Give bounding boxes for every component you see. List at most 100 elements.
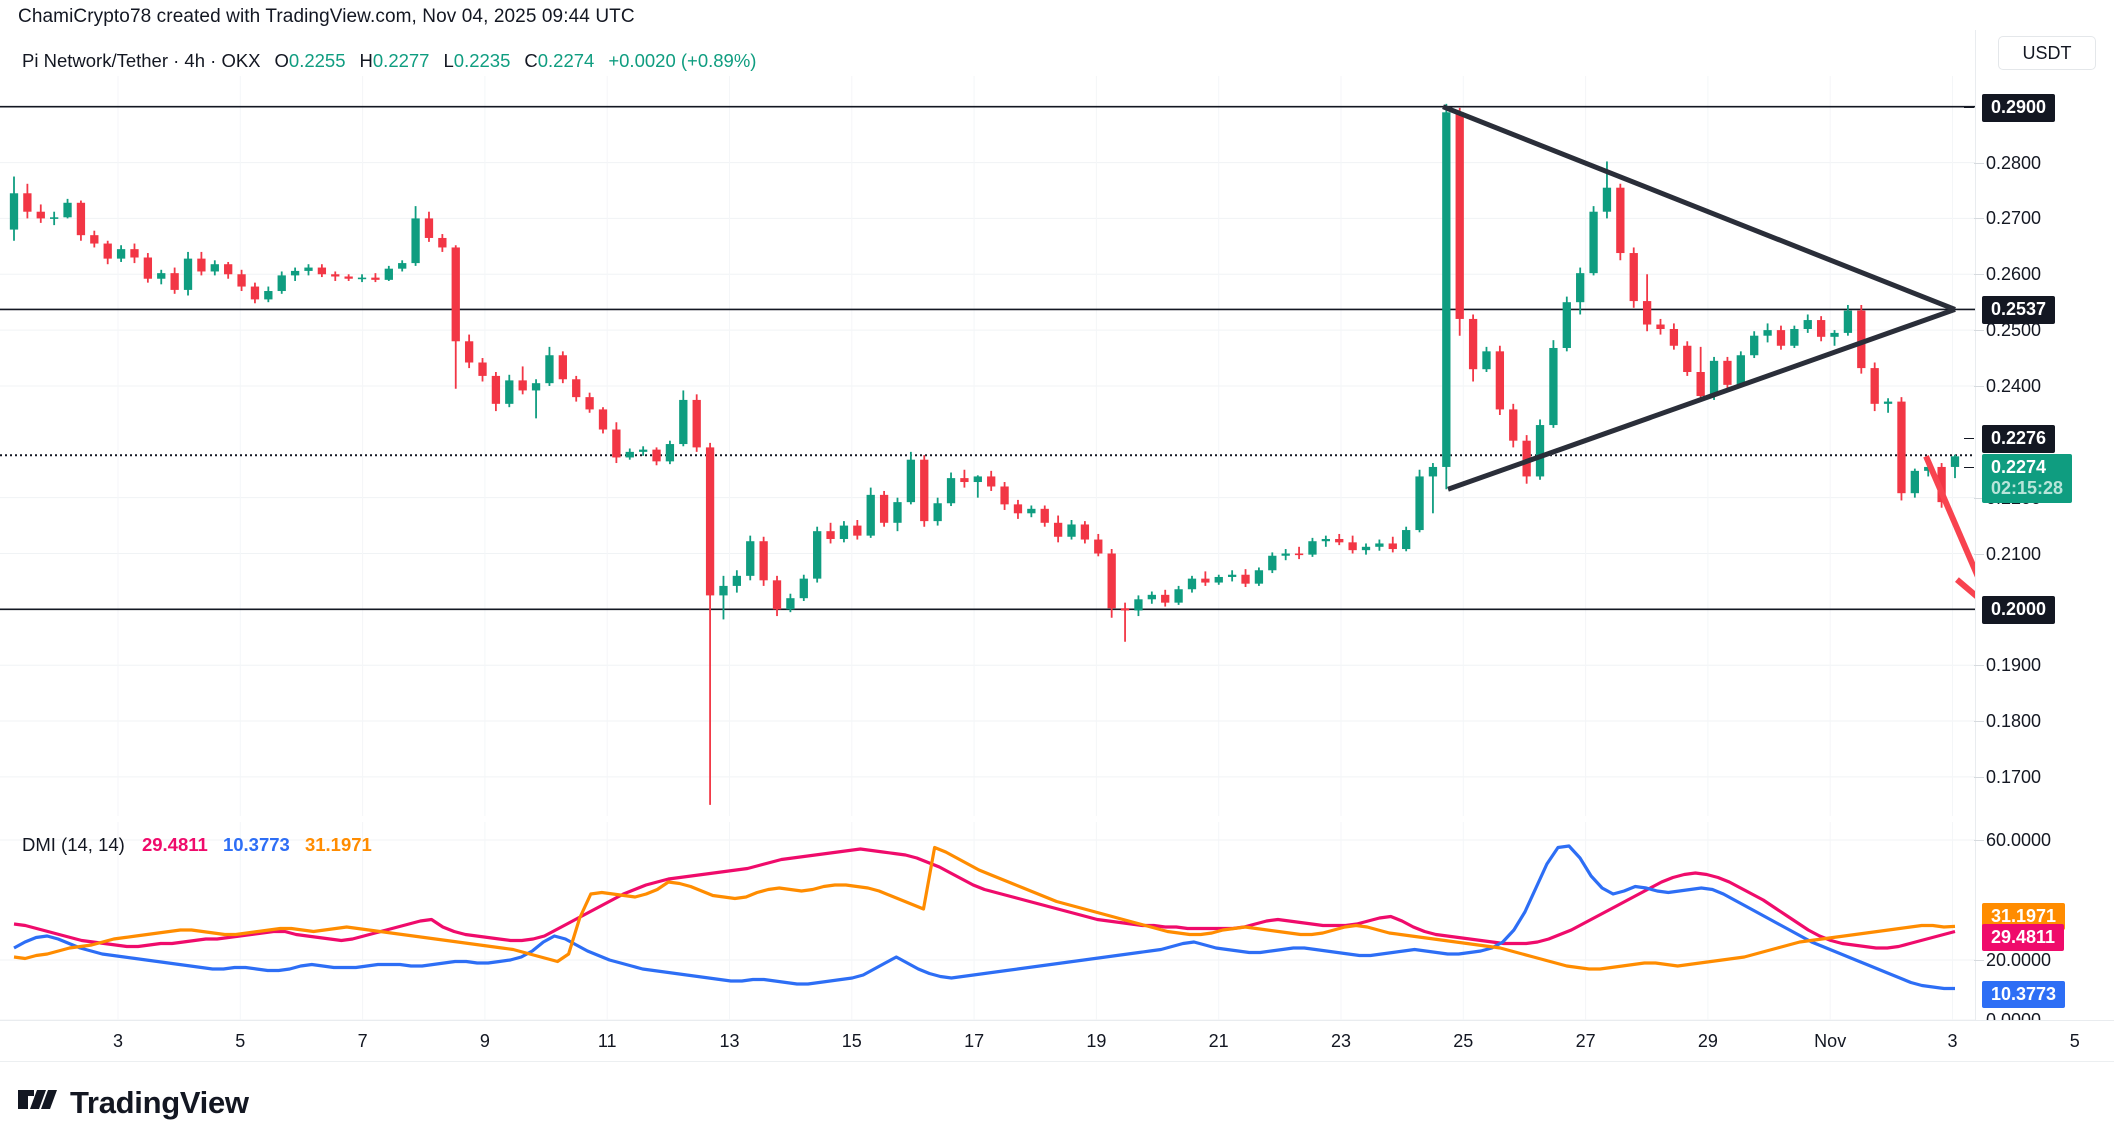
time-axis-label: 9 xyxy=(479,1031,490,1051)
dmi-adx-value: 31.1971 xyxy=(304,834,372,855)
dmi-di-minus-value: 10.3773 xyxy=(222,834,290,855)
time-axis-label: 27 xyxy=(1575,1031,1596,1051)
time-axis[interactable]: 3 5 7 9 11 13 15 17 19 21 23 25 27 29 Nov 3 5 xyxy=(0,1020,2114,1062)
currency-pill[interactable]: USDT xyxy=(1998,36,2096,70)
candle-body xyxy=(1067,524,1076,537)
axis-tick-dash xyxy=(1974,721,1984,723)
candle-body xyxy=(491,375,501,404)
time-axis-label: 11 xyxy=(597,1031,617,1051)
candle-body xyxy=(1723,360,1732,385)
candle-body xyxy=(76,202,86,236)
price-axis-tick: 0.2600 xyxy=(1974,265,2041,283)
candle-body xyxy=(237,274,246,287)
axis-tick-dash xyxy=(1974,776,1984,778)
price-axis-tick: 0.2100 xyxy=(1974,545,2041,563)
last-price-badge[interactable]: 0.2274 02:15:28 xyxy=(1982,454,2073,504)
candle-body xyxy=(679,399,688,445)
tradingview-wordmark: TradingView xyxy=(70,1085,249,1120)
candle-body xyxy=(1589,211,1598,274)
candle-body xyxy=(518,380,527,391)
candle-body xyxy=(398,263,407,269)
candle-body xyxy=(331,274,340,277)
candle-body xyxy=(130,249,139,258)
candle-body xyxy=(1254,570,1264,584)
candle-body xyxy=(973,476,982,483)
candle-body xyxy=(1428,466,1438,477)
recent-high-badge[interactable]: 0.2276 xyxy=(1982,425,2056,454)
axis-tick-dash xyxy=(1974,218,1984,220)
candle-body xyxy=(1402,530,1411,550)
candle-body xyxy=(1562,302,1571,348)
candle-body xyxy=(1000,486,1009,505)
dmi-title[interactable]: DMI (14, 14) xyxy=(22,834,125,855)
resistance-price-badge[interactable]: 0.2900 xyxy=(1982,93,2056,122)
candle-body xyxy=(103,243,112,259)
candle-body xyxy=(639,449,648,452)
candle-body xyxy=(1830,332,1839,337)
candle-body xyxy=(1843,310,1853,333)
candle-body xyxy=(1910,470,1919,494)
price-axis[interactable]: USDT 0.28000.27000.26000.25000.24000.220… xyxy=(1964,36,2114,1029)
time-axis-label: Nov xyxy=(1814,1031,1847,1051)
candle-body xyxy=(906,459,916,503)
candle-body xyxy=(1549,347,1558,426)
candle-body xyxy=(36,211,45,219)
candle-body xyxy=(1174,589,1183,603)
candle-body xyxy=(879,494,889,523)
support-price-badge[interactable]: 0.2000 xyxy=(1982,596,2056,625)
candle-body xyxy=(1308,541,1317,555)
badge-tick-dash xyxy=(1964,467,1974,469)
candle-body xyxy=(772,580,782,610)
candle-body xyxy=(960,478,969,483)
attribution-bar: ChamiCrypto78 created with TradingView.c… xyxy=(0,0,2114,34)
attribution-text: ChamiCrypto78 created with TradingView.c… xyxy=(18,6,635,27)
candle-body xyxy=(826,531,835,539)
candle-body xyxy=(1375,543,1384,547)
dmi-legend: DMI (14, 14) 29.4811 10.3773 31.1971 xyxy=(22,834,372,856)
badge-tick-dash xyxy=(1964,438,1974,440)
price-axis-tick: 0.2500 xyxy=(1974,321,2041,339)
candle-body xyxy=(50,217,59,219)
candle-body xyxy=(1040,508,1049,523)
candle-body xyxy=(933,503,942,522)
axis-tick-dash xyxy=(1974,385,1984,387)
candle-body xyxy=(304,267,313,271)
dmi-di-plus-badge[interactable]: 29.4811 xyxy=(1982,923,2065,952)
candle-body xyxy=(1790,328,1799,346)
axis-tick-dash xyxy=(1974,497,1984,499)
dmi-di-minus-badge[interactable]: 10.3773 xyxy=(1982,980,2066,1009)
candle-body xyxy=(813,531,822,579)
candle-body xyxy=(1897,401,1906,494)
dmi-axis-tick: 60.0000 xyxy=(1974,831,2051,849)
candle-body xyxy=(1161,594,1170,603)
time-axis-label: 3 xyxy=(112,1031,124,1051)
candle-body xyxy=(1656,324,1665,329)
badge-tick-dash xyxy=(1964,309,1974,311)
chart-plot-area[interactable]: DMI (14, 14) 29.4811 10.3773 31.1971 xyxy=(0,76,2076,1021)
candle-body xyxy=(317,267,327,275)
price-change: +0.0020 (+0.89%) xyxy=(608,50,757,71)
triangle-upper xyxy=(1442,104,1956,312)
candle-body xyxy=(1763,330,1772,336)
time-axis-label: 15 xyxy=(841,1031,862,1051)
candle-body xyxy=(1361,546,1371,551)
candle-body xyxy=(920,459,929,522)
dmi-series-di xyxy=(13,847,1956,950)
symbol-title[interactable]: Pi Network/Tether · 4h · OKX xyxy=(22,50,261,71)
candle-body xyxy=(1268,555,1277,571)
candle-body xyxy=(1335,538,1344,543)
apex-price-badge[interactable]: 0.2537 xyxy=(1982,296,2056,325)
time-axis-label: 19 xyxy=(1086,1031,1107,1051)
candle-body xyxy=(9,193,19,230)
candle-body xyxy=(1013,504,1023,514)
candle-body xyxy=(1241,574,1250,584)
candle-body xyxy=(625,451,634,458)
candle-body xyxy=(143,257,153,279)
axis-tick-dash xyxy=(1974,330,1984,332)
candle-body xyxy=(585,397,594,410)
price-candlestick-pane[interactable] xyxy=(0,76,2076,816)
candle-body xyxy=(1281,553,1290,556)
candle-body xyxy=(290,270,300,276)
price-axis-tick: 0.2700 xyxy=(1974,209,2041,227)
tradingview-footer: TradingView xyxy=(18,1085,249,1121)
